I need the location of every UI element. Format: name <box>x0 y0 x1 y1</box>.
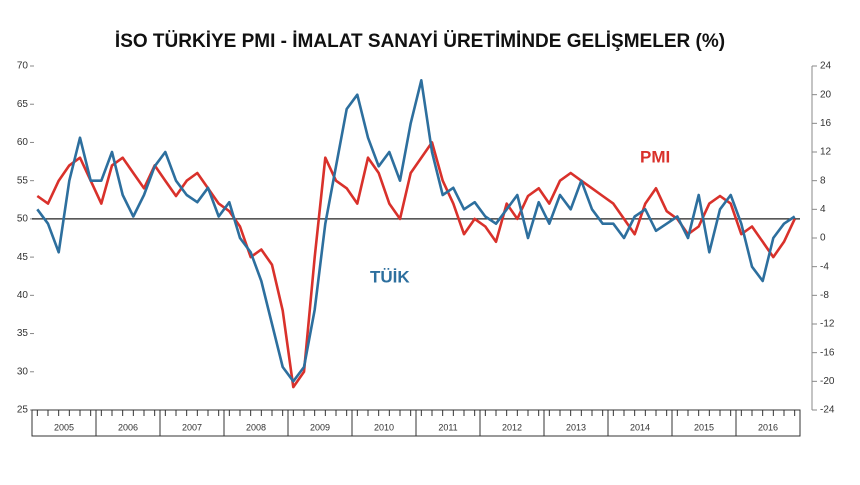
y-tick-label: 65 <box>17 99 29 110</box>
y-tick-label: 30 <box>17 366 29 377</box>
x-tick-label: 2010 <box>374 422 394 432</box>
y-tick-label: 55 <box>17 175 29 186</box>
y2-tick-label: -12 <box>820 319 835 330</box>
y-tick-label: 50 <box>17 214 29 225</box>
x-tick-label: 2014 <box>630 422 650 432</box>
series-line <box>36 79 796 383</box>
x-tick-label: 2006 <box>118 422 138 432</box>
x-tick-label: 2016 <box>758 422 778 432</box>
y2-tick-label: 0 <box>820 233 826 244</box>
chart-title: İSO TÜRKİYE PMI - İMALAT SANAYİ ÜRETİMİN… <box>115 31 725 52</box>
y2-tick-label: -8 <box>820 290 829 301</box>
y2-tick-label: 12 <box>820 147 832 158</box>
y2-tick-label: -4 <box>820 261 829 272</box>
x-tick-label: 2008 <box>246 422 266 432</box>
y-tick-label: 40 <box>17 290 29 301</box>
x-tick-label: 2012 <box>502 422 522 432</box>
y2-tick-label: -24 <box>820 405 835 416</box>
y2-tick-label: -20 <box>820 376 835 387</box>
y-tick-label: 25 <box>17 405 29 416</box>
y2-tick-label: 16 <box>820 118 832 129</box>
y2-tick-label: 8 <box>820 175 826 186</box>
series-label: PMI <box>640 147 670 166</box>
x-tick-label: 2007 <box>182 422 202 432</box>
series-line <box>36 141 796 389</box>
x-tick-label: 2011 <box>438 422 457 432</box>
x-tick-label: 2005 <box>54 422 74 432</box>
y-tick-label: 70 <box>17 61 29 72</box>
y2-tick-label: 24 <box>820 61 832 72</box>
y2-tick-label: 4 <box>820 204 826 215</box>
y-tick-label: 35 <box>17 328 29 339</box>
x-tick-label: 2015 <box>694 422 714 432</box>
y-tick-label: 60 <box>17 137 29 148</box>
x-tick-label: 2009 <box>310 422 330 432</box>
x-tick-label: 2013 <box>566 422 586 432</box>
y2-tick-label: -16 <box>820 347 835 358</box>
y2-tick-label: 20 <box>820 89 832 100</box>
y-tick-label: 45 <box>17 252 29 263</box>
series-label: TÜİK <box>370 267 410 286</box>
